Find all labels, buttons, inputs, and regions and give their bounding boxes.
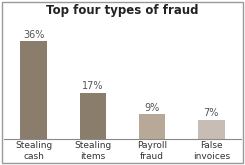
Bar	[139, 114, 165, 139]
Text: 36%: 36%	[23, 30, 44, 40]
Bar	[80, 93, 106, 139]
Text: 7%: 7%	[204, 108, 219, 118]
Text: 9%: 9%	[145, 103, 160, 113]
Bar	[198, 120, 225, 139]
Text: 17%: 17%	[82, 81, 104, 91]
Title: Top four types of fraud: Top four types of fraud	[46, 4, 199, 17]
Bar	[20, 41, 47, 139]
